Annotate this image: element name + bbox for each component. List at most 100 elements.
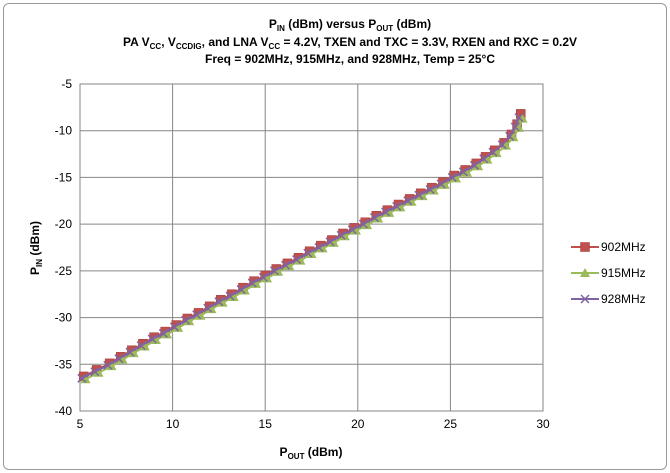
data-point-915MHz xyxy=(384,207,395,217)
legend-item-928MHz: 928MHz xyxy=(571,292,646,306)
data-point-928MHz xyxy=(436,179,446,189)
y-tick-label: -30 xyxy=(55,311,73,325)
data-point-928MHz xyxy=(147,334,157,344)
legend-item-915MHz: 915MHz xyxy=(571,266,646,280)
data-point-915MHz xyxy=(473,161,484,171)
data-point-915MHz xyxy=(362,220,373,230)
data-point-915MHz xyxy=(80,374,91,384)
data-point-915MHz xyxy=(162,329,173,339)
data-point-928MHz xyxy=(236,285,246,295)
data-point-915MHz xyxy=(428,185,439,195)
x-tick-label: 30 xyxy=(536,417,550,431)
data-point-928MHz xyxy=(497,140,507,150)
data-point-915MHz xyxy=(284,261,295,271)
legend-label: 902MHz xyxy=(601,240,646,254)
data-point-928MHz xyxy=(77,373,87,383)
y-tick-labels: -40 -35 -30 -25 -20 -15 -10 -5 xyxy=(55,77,73,418)
data-point-915MHz xyxy=(295,255,306,265)
data-point-915MHz xyxy=(350,225,361,235)
x-tick-label: 10 xyxy=(166,417,180,431)
y-tick-label: -25 xyxy=(55,264,73,278)
grid-lines xyxy=(79,83,544,412)
data-point-915MHz xyxy=(462,167,473,177)
data-point-915MHz xyxy=(128,348,139,358)
y-axis-title: PIN (dBm) xyxy=(28,221,44,275)
y-tick-label: -10 xyxy=(55,124,73,138)
data-point-928MHz xyxy=(269,266,279,276)
data-point-928MHz xyxy=(347,225,357,235)
legend: 902MHz 915MHz 928MHz xyxy=(571,240,646,306)
data-point-928MHz xyxy=(303,248,313,258)
data-point-928MHz xyxy=(125,347,135,357)
legend-marker xyxy=(580,242,590,252)
data-point-928MHz xyxy=(225,291,235,301)
data-point-928MHz xyxy=(158,328,168,338)
data-point-915MHz xyxy=(508,132,519,142)
data-point-915MHz xyxy=(517,113,528,123)
data-point-928MHz xyxy=(403,196,413,206)
data-point-928MHz xyxy=(488,147,498,157)
data-point-928MHz xyxy=(479,154,489,164)
series-layer xyxy=(77,109,528,384)
data-point-928MHz xyxy=(192,310,202,320)
data-point-915MHz xyxy=(395,202,406,212)
data-point-915MHz xyxy=(195,310,206,320)
x-tick-label: 25 xyxy=(444,417,458,431)
data-point-928MHz xyxy=(358,219,368,229)
data-point-915MHz xyxy=(417,191,428,201)
data-point-928MHz xyxy=(136,341,146,351)
legend-label: 915MHz xyxy=(601,266,646,280)
legend-marker xyxy=(580,294,590,304)
data-point-915MHz xyxy=(106,361,117,371)
x-tick-label: 20 xyxy=(351,417,365,431)
data-point-915MHz xyxy=(273,266,284,276)
data-point-915MHz xyxy=(173,322,184,332)
legend-label: 928MHz xyxy=(601,292,646,306)
data-point-928MHz xyxy=(114,354,124,364)
y-tick-label: -5 xyxy=(61,77,72,91)
chart-title-line-2: PA VCC, VCCDIG, and LNA VCC = 4.2V, TXEN… xyxy=(123,35,577,51)
data-point-915MHz xyxy=(439,179,450,189)
data-point-928MHz xyxy=(258,272,268,282)
data-point-928MHz xyxy=(203,303,213,313)
data-point-928MHz xyxy=(425,185,435,195)
data-point-915MHz xyxy=(450,173,461,183)
data-point-915MHz xyxy=(184,316,195,326)
data-point-928MHz xyxy=(214,297,224,307)
data-point-915MHz xyxy=(228,292,239,302)
data-point-915MHz xyxy=(328,237,339,247)
y-tick-label: -20 xyxy=(55,217,73,231)
chart-title-line-3: Freq = 902MHz, 915MHz, and 928MHz, Temp … xyxy=(205,52,495,66)
data-point-928MHz xyxy=(103,360,113,370)
y-tick-label: -35 xyxy=(55,357,73,371)
data-point-928MHz xyxy=(392,201,402,211)
series-915MHz xyxy=(80,113,528,384)
data-point-928MHz xyxy=(325,237,335,247)
data-point-915MHz xyxy=(482,154,493,164)
data-point-915MHz xyxy=(306,249,317,259)
data-point-915MHz xyxy=(513,122,524,132)
data-point-928MHz xyxy=(336,230,346,240)
data-point-928MHz xyxy=(414,190,424,200)
chart-title-line-1: PIN (dBm) versus POUT (dBm) xyxy=(269,17,431,33)
data-point-928MHz xyxy=(447,172,457,182)
data-point-915MHz xyxy=(139,341,150,351)
legend-item-902MHz: 902MHz xyxy=(571,240,646,254)
data-point-928MHz xyxy=(292,255,302,265)
data-point-928MHz xyxy=(314,242,324,253)
x-axis-title: POUT (dBm) xyxy=(280,445,343,461)
data-point-915MHz xyxy=(373,213,384,223)
data-point-928MHz xyxy=(505,131,515,141)
data-point-915MHz xyxy=(406,196,417,206)
legend-marker xyxy=(580,268,590,277)
data-point-915MHz xyxy=(206,304,217,314)
data-point-928MHz xyxy=(510,122,520,132)
data-point-928MHz xyxy=(381,207,391,217)
data-point-915MHz xyxy=(262,273,273,283)
data-point-915MHz xyxy=(117,354,128,364)
data-point-915MHz xyxy=(500,140,511,150)
data-point-915MHz xyxy=(239,285,250,295)
data-point-928MHz xyxy=(514,113,524,123)
data-point-915MHz xyxy=(317,243,328,253)
